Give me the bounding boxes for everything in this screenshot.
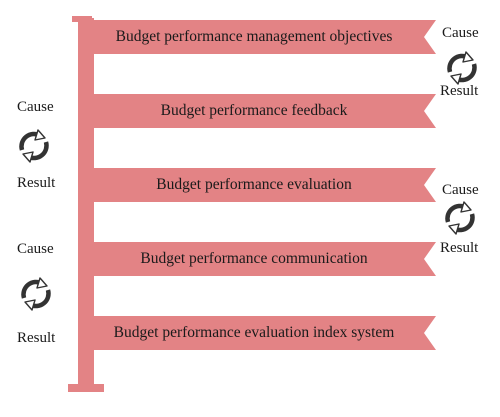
banner-3: Budget performance evaluation xyxy=(80,168,436,202)
flag-pole-base xyxy=(68,384,104,392)
banner-4-label: Budget performance communication xyxy=(140,250,368,267)
circular-arrows-icon xyxy=(19,129,49,163)
banner-4: Budget performance communication xyxy=(80,242,436,276)
cycle-3-result-label: Result xyxy=(440,240,479,256)
cycle-4-result-label: Result xyxy=(17,330,56,346)
circular-arrows-icon xyxy=(445,201,475,235)
banner-3-label: Budget performance evaluation xyxy=(156,176,352,193)
cycle-2-cause-label: Cause xyxy=(17,99,54,115)
circular-arrows-icon xyxy=(21,277,51,311)
cycle-2-result-label: Result xyxy=(17,175,56,191)
banner-2-label: Budget performance feedback xyxy=(161,102,348,119)
flag-pole-top-cap xyxy=(72,16,92,22)
cycle-3-cause-label: Cause xyxy=(442,182,479,198)
banner-5-label: Budget performance evaluation index syst… xyxy=(114,324,395,341)
banner-2: Budget performance feedback xyxy=(80,94,436,128)
cycle-4-cause-label: Cause xyxy=(17,241,54,257)
banner-1-label: Budget performance management objectives xyxy=(116,28,393,45)
cycle-1-cause-label: Cause xyxy=(442,25,479,41)
banner-5: Budget performance evaluation index syst… xyxy=(80,316,436,350)
circular-arrows-icon xyxy=(447,51,477,85)
cycle-1-result-label: Result xyxy=(440,83,479,99)
banner-1: Budget performance management objectives xyxy=(80,20,436,54)
